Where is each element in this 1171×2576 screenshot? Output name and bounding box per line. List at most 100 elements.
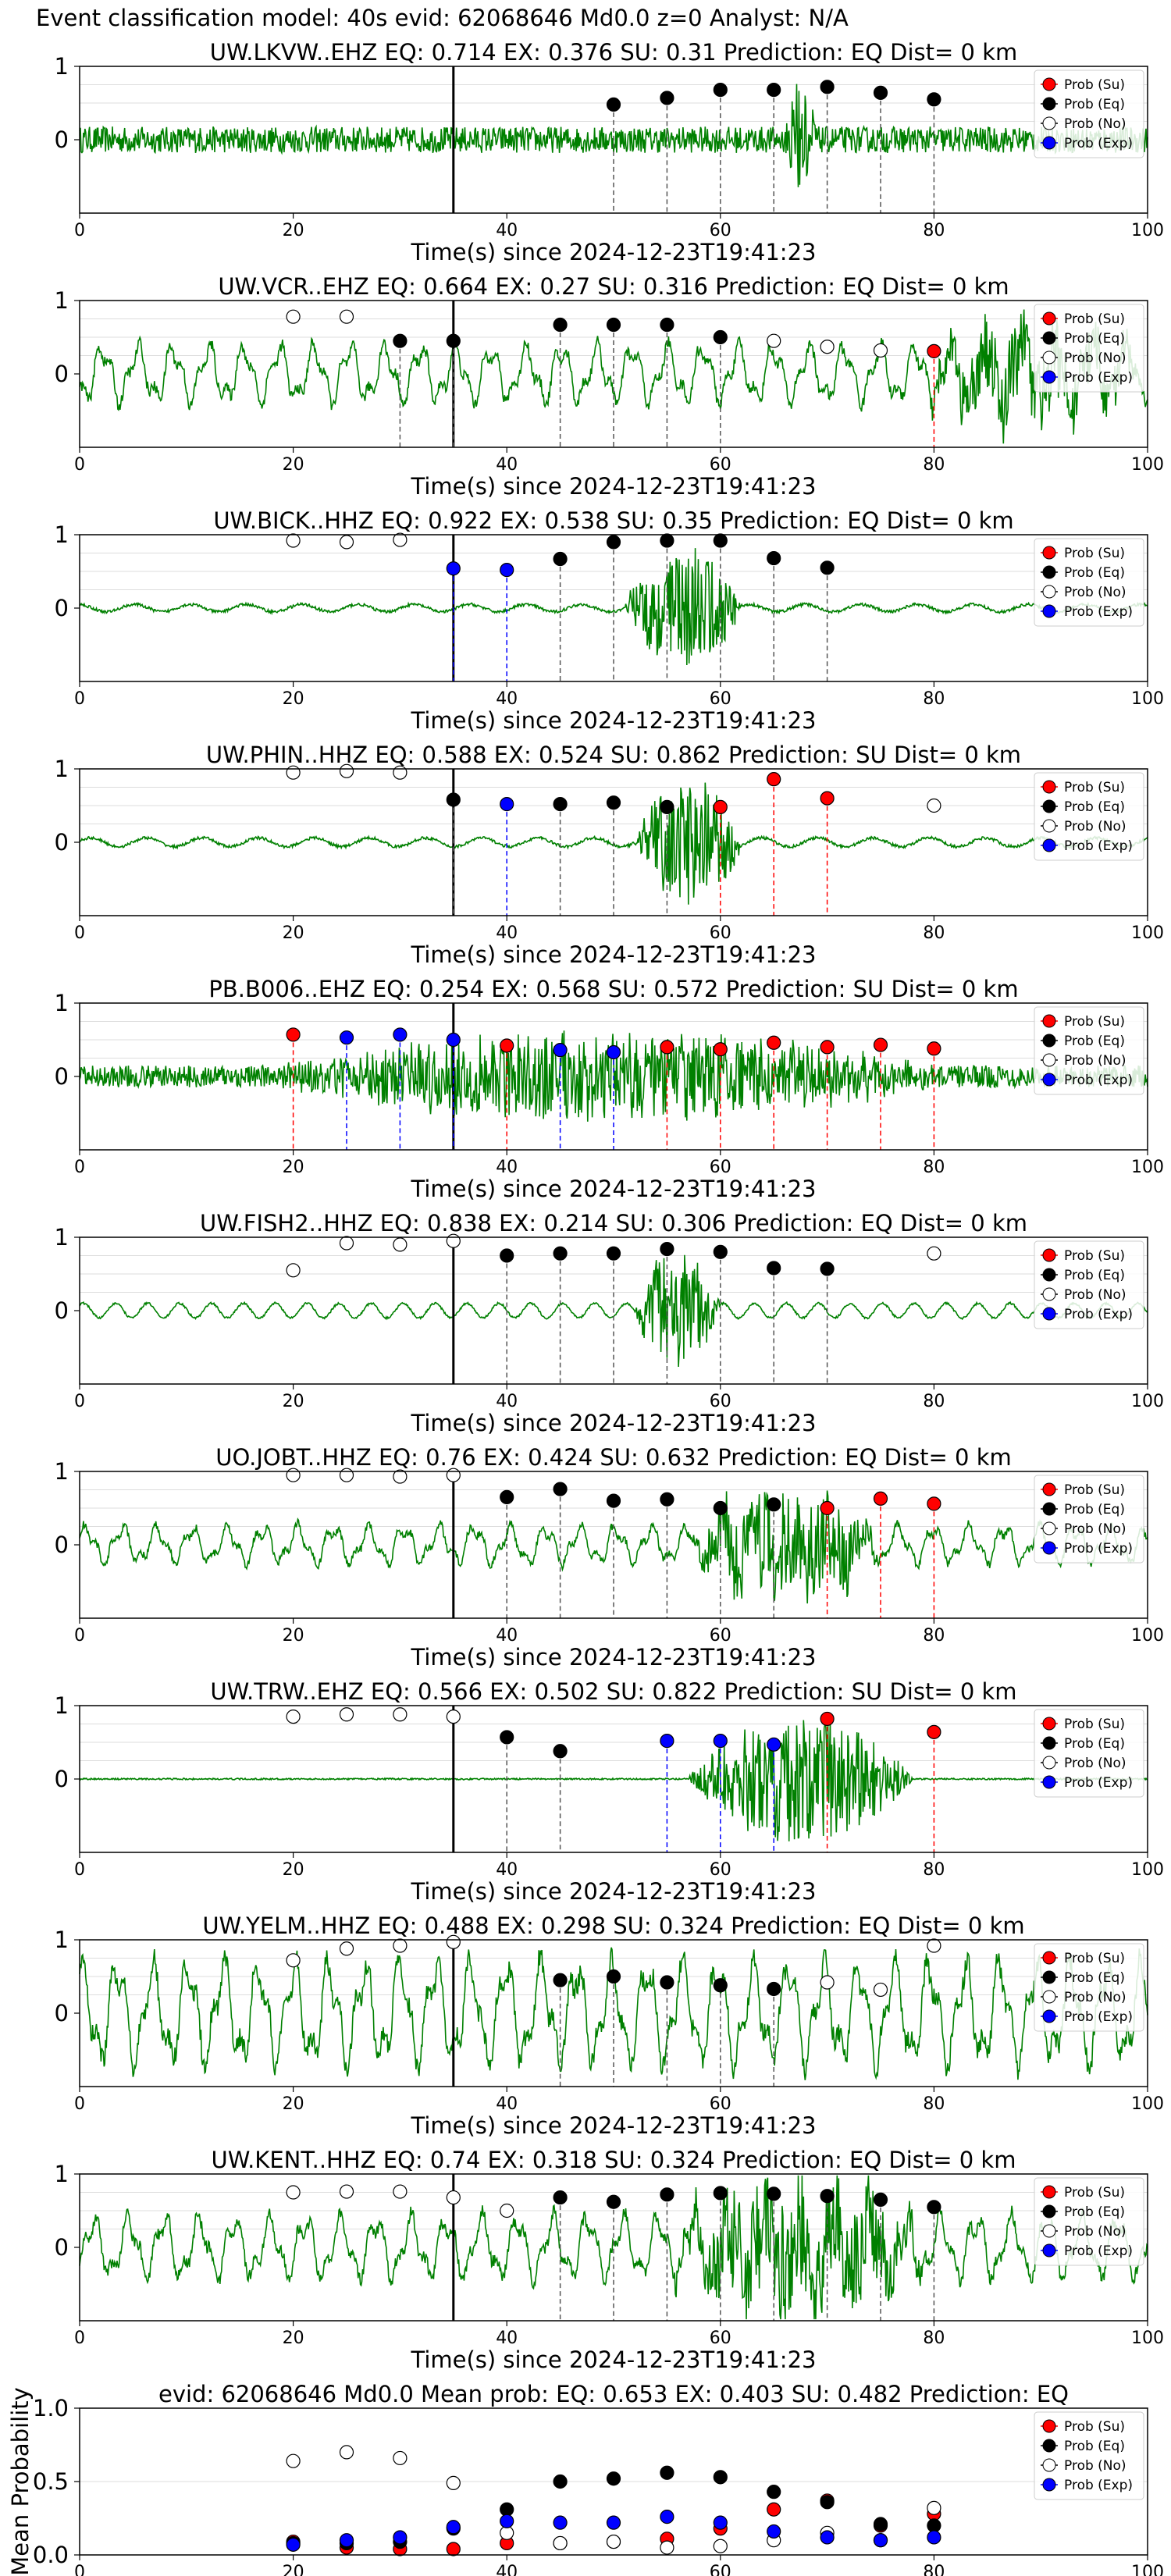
y-tick-label: 1	[55, 1458, 69, 1485]
y-tick-label: 0.5	[33, 2468, 69, 2495]
x-tick-label: 20	[283, 455, 304, 475]
legend-label: Prob (Exp)	[1064, 604, 1133, 620]
x-tick-label: 20	[283, 689, 304, 709]
prediction-point-eq	[713, 533, 728, 548]
x-tick-label: 80	[923, 1860, 945, 1880]
prediction-point-eq	[767, 1261, 781, 1276]
x-tick-label: 100	[1131, 221, 1164, 240]
y-tick-label: 1	[55, 1224, 69, 1251]
legend-box	[1034, 2411, 1144, 2500]
x-tick-label: 80	[923, 455, 945, 475]
x-tick-label: 100	[1131, 689, 1164, 709]
mean-probability-panel: evid: 62068646 Md0.0 Mean prob: EQ: 0.65…	[7, 2381, 1164, 2576]
legend-marker-eq	[1042, 97, 1056, 111]
y-tick-label: 1	[55, 1927, 69, 1953]
prediction-point-eq	[606, 1969, 621, 1984]
legend-marker-eq	[1042, 565, 1056, 579]
prediction-point-no	[393, 1469, 408, 1484]
mean-point-exp	[713, 2515, 728, 2530]
y-tick-label: 0	[55, 595, 69, 621]
legend-marker-no	[1042, 2458, 1056, 2472]
legend-label: Prob (Exp)	[1064, 838, 1133, 854]
x-tick-label: 40	[496, 2094, 518, 2114]
legend-marker-exp	[1042, 838, 1056, 852]
prediction-point-no	[339, 763, 354, 778]
x-tick-label: 80	[923, 2329, 945, 2348]
legend-label: Prob (Eq)	[1064, 2439, 1125, 2454]
legend-label: Prob (Eq)	[1064, 565, 1125, 581]
legend-label: Prob (No)	[1064, 819, 1127, 834]
x-tick-label: 20	[283, 1860, 304, 1880]
x-axis-label: Time(s) since 2024-12-23T19:41:23	[411, 2112, 817, 2139]
x-tick-label: 0	[74, 455, 85, 475]
x-tick-label: 40	[496, 1860, 518, 1880]
prediction-point-no	[286, 1468, 301, 1482]
x-tick-label: 100	[1131, 1626, 1164, 1646]
prediction-point-eq	[606, 97, 621, 112]
x-tick-label: 100	[1131, 1860, 1164, 1880]
legend-label: Prob (No)	[1064, 116, 1127, 132]
mean-point-su	[767, 2502, 781, 2517]
prediction-point-no	[446, 2190, 461, 2205]
x-axis-label: Time(s) since 2024-12-23T19:41:23	[411, 1878, 817, 1905]
legend-marker-exp	[1042, 604, 1056, 618]
legend-label: Prob (Eq)	[1064, 1502, 1125, 1517]
x-tick-label: 60	[710, 1392, 731, 1411]
y-tick-label: 0.0	[33, 2542, 69, 2568]
legend-marker-exp	[1042, 2009, 1056, 2023]
x-tick-label: 0	[74, 1392, 85, 1411]
legend-marker-su	[1042, 2419, 1056, 2433]
x-axis-label: Time(s) since 2024-12-23T19:41:23	[411, 941, 817, 968]
x-tick-label: 60	[710, 923, 731, 943]
x-axis-label: Time(s) since 2024-12-23T19:41:23	[411, 2347, 817, 2373]
legend-label: Prob (Su)	[1064, 1248, 1125, 1264]
legend-label: Prob (Su)	[1064, 1014, 1125, 1030]
prediction-point-eq	[873, 85, 888, 100]
y-tick-label: 0	[55, 126, 69, 153]
prediction-point-eq	[660, 533, 674, 548]
prediction-point-eq	[660, 1492, 674, 1507]
mean-point-eq	[820, 2495, 835, 2510]
x-tick-label: 40	[496, 689, 518, 709]
legend-label: Prob (Eq)	[1064, 97, 1125, 112]
prediction-point-su	[500, 1038, 514, 1053]
legend-marker-exp	[1042, 370, 1056, 384]
legend-label: Prob (Su)	[1064, 780, 1125, 795]
x-tick-label: 0	[74, 1626, 85, 1646]
x-axis-label: Time(s) since 2024-12-23T19:41:23	[411, 1176, 817, 1202]
prediction-point-no	[286, 309, 301, 324]
prediction-point-exp	[767, 1737, 781, 1752]
prediction-point-no	[393, 765, 408, 780]
prediction-point-eq	[553, 797, 568, 812]
y-tick-label: 1	[55, 521, 69, 548]
station-panel-3: UW.PHIN..HHZ EQ: 0.588 EX: 0.524 SU: 0.8…	[55, 742, 1164, 968]
legend-marker-su	[1042, 1717, 1056, 1731]
prediction-point-no	[873, 343, 888, 358]
prediction-point-eq	[446, 333, 461, 348]
panel-title: UW.VCR..EHZ EQ: 0.664 EX: 0.27 SU: 0.316…	[218, 273, 1009, 300]
y-tick-label: 0	[55, 2000, 69, 2026]
legend-label: Prob (Eq)	[1064, 1736, 1125, 1752]
legend-marker-su	[1042, 1951, 1056, 1965]
mean-point-no	[927, 2500, 941, 2515]
x-tick-label: 20	[283, 1626, 304, 1646]
y-tick-label: 0	[55, 829, 69, 856]
y-tick-label: 0	[55, 1297, 69, 1324]
x-tick-label: 40	[496, 2563, 518, 2576]
prediction-point-eq	[820, 80, 835, 94]
prediction-point-eq	[393, 333, 408, 348]
legend-marker-exp	[1042, 1775, 1056, 1789]
y-tick-label: 1	[55, 2161, 69, 2187]
legend-marker-su	[1042, 1482, 1056, 1496]
x-tick-label: 60	[710, 2329, 731, 2348]
legend-marker-exp	[1042, 1307, 1056, 1321]
legend-label: Prob (Eq)	[1064, 1268, 1125, 1283]
prediction-point-no	[500, 2203, 514, 2218]
prediction-point-su	[820, 791, 835, 806]
prediction-point-no	[339, 309, 354, 324]
prediction-point-su	[927, 1724, 941, 1739]
legend-box	[1034, 1006, 1144, 1095]
prediction-point-no	[393, 1938, 408, 1953]
legend-marker-eq	[1042, 2204, 1056, 2218]
